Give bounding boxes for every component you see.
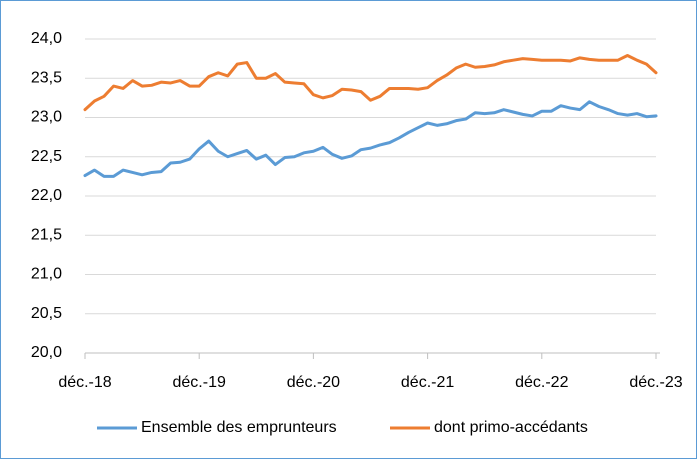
y-tick-label: 23,5 [31, 69, 62, 86]
x-tick-label: déc.-22 [515, 374, 568, 391]
x-tick-label: déc.-23 [629, 374, 682, 391]
y-tick-label: 21,0 [31, 266, 62, 283]
y-tick-label: 22,0 [31, 187, 62, 204]
y-tick-label: 24,0 [31, 30, 62, 47]
y-tick-label: 23,0 [31, 109, 62, 126]
legend-label: Ensemble des emprunteurs [141, 419, 337, 436]
x-tick-label: déc.-20 [287, 374, 340, 391]
x-tick-label: déc.-19 [173, 374, 226, 391]
x-tick-label: déc.-21 [401, 374, 454, 391]
series-line [83, 53, 658, 112]
y-tick-label: 20,5 [31, 305, 62, 322]
legend-label: dont primo-accédants [434, 419, 588, 436]
x-tick-label: déc.-18 [58, 374, 111, 391]
y-tick-label: 22,5 [31, 148, 62, 165]
y-tick-label: 21,5 [31, 226, 62, 243]
series-line [83, 100, 658, 178]
y-tick-label: 20,0 [31, 344, 62, 361]
